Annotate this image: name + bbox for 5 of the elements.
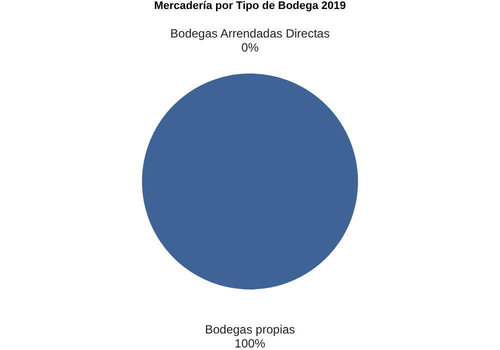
data-label: 100%	[234, 336, 266, 350]
category-label: Bodegas Arrendadas Directas	[170, 26, 330, 40]
text: 0%	[241, 40, 259, 54]
chart-title: Mercadería por Tipo de Bodega 2019	[154, 0, 346, 12]
slice-label: Bodegas propias	[204, 322, 296, 336]
